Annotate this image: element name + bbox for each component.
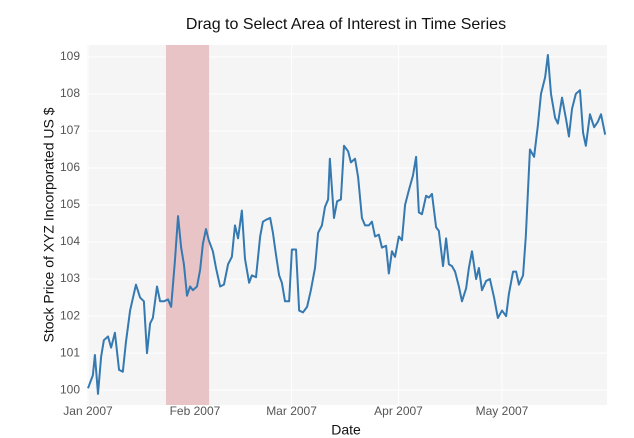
x-axis-label: Date bbox=[331, 422, 361, 438]
y-tick-label: 103 bbox=[60, 271, 80, 285]
y-tick-label: 102 bbox=[60, 308, 80, 322]
y-tick-label: 107 bbox=[60, 123, 80, 137]
y-tick-label: 105 bbox=[60, 197, 80, 211]
y-tick-label: 109 bbox=[60, 49, 80, 63]
x-tick-label: May 2007 bbox=[476, 404, 529, 418]
plot-background bbox=[87, 45, 607, 405]
y-tick-label: 104 bbox=[60, 234, 80, 248]
y-tick-label: 106 bbox=[60, 160, 80, 174]
x-tick-label: Mar 2007 bbox=[266, 404, 317, 418]
y-tick-label: 108 bbox=[60, 86, 80, 100]
selection-brush[interactable] bbox=[165, 45, 210, 405]
y-tick-label: 100 bbox=[60, 382, 80, 396]
chart-title: Drag to Select Area of Interest in Time … bbox=[186, 16, 506, 33]
x-tick-label: Feb 2007 bbox=[170, 404, 221, 418]
x-tick-label: Apr 2007 bbox=[374, 404, 423, 418]
y-axis-label: Stock Price of XYZ Incorporated US $ bbox=[41, 107, 57, 342]
line bbox=[87, 54, 607, 395]
x-tick-label: Jan 2007 bbox=[63, 404, 113, 418]
y-tick-label: 101 bbox=[60, 345, 80, 359]
